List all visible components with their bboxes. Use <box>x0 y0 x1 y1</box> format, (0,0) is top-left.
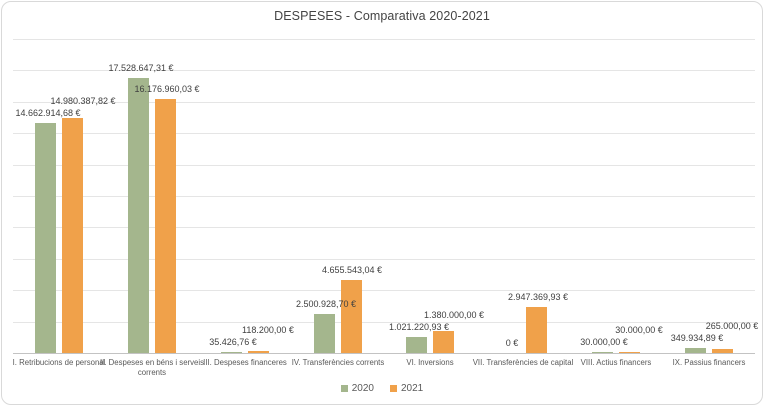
gridline <box>13 290 755 291</box>
category-label-4: IV. Transferències corrents <box>291 358 385 367</box>
data-label-2020-category-5: 1.021.220,93 € <box>388 322 450 332</box>
bar-2021-category-6 <box>526 307 547 353</box>
bar-2021-category-2 <box>155 99 176 353</box>
bar-2020-category-7 <box>592 352 613 353</box>
data-label-2021-category-7: 30.000,00 € <box>615 325 663 335</box>
gridline <box>13 165 755 166</box>
legend-item-2021: 2021 <box>390 383 423 394</box>
gridline <box>13 227 755 228</box>
data-label-2020-category-7: 30.000,00 € <box>580 337 628 347</box>
legend-swatch-icon <box>340 385 348 392</box>
gridline <box>13 196 755 197</box>
data-label-2020-category-6: 0 € <box>505 338 519 348</box>
plot-area: 14.662.914,68 € 14.980.387,82 € 17.528.647… <box>13 39 758 354</box>
category-label-6: VII. Transferències de capital <box>472 358 574 367</box>
data-label-2021-category-6: 2.947.369,93 € <box>507 292 569 302</box>
gridline <box>13 322 755 323</box>
legend-swatch-icon <box>390 385 397 392</box>
legend-label: 2021 <box>401 383 424 394</box>
gridline <box>13 133 755 134</box>
legend: 2020 2021 <box>2 383 762 394</box>
gridline <box>13 39 755 40</box>
gridline <box>13 70 755 71</box>
bar-2021-category-3 <box>248 351 269 353</box>
bar-2020-category-2 <box>128 78 149 353</box>
category-label-5: VI. Inversions <box>406 358 454 367</box>
data-label-2021-category-2: 16.176.960,03 € <box>134 84 200 94</box>
legend-label: 2020 <box>351 383 374 394</box>
legend-item-2020: 2020 <box>340 383 374 394</box>
data-label-2021-category-3: 118.200,00 € <box>242 325 294 335</box>
data-label-2020-category-2: 17.528.647,31 € <box>108 63 174 73</box>
bar-2020-category-5 <box>406 337 427 353</box>
bar-2020-category-8 <box>685 348 706 353</box>
bar-2020-category-3 <box>221 352 242 353</box>
data-label-2020-category-3: 35.426,76 € <box>209 337 257 347</box>
category-label-8: IX. Passius financers <box>672 358 746 367</box>
data-label-2020-category-1: 14.662.914,68 € <box>15 108 81 118</box>
gridline <box>13 102 755 103</box>
data-label-2020-category-4: 2.500.928,70 € <box>295 299 357 309</box>
category-label-2: II. Despeses en béns i serveis corrents <box>99 358 204 377</box>
chart-title: DESPESES - Comparativa 2020-2021 <box>274 9 490 23</box>
bar-2021-category-4 <box>341 280 362 353</box>
data-label-2021-category-8: 265.000,00 € <box>705 321 759 331</box>
gridline <box>13 259 755 260</box>
bar-2020-category-4 <box>314 314 335 353</box>
bar-2020-category-1 <box>35 123 56 353</box>
x-axis-labels: I. Retribucions de personal II. Despeses … <box>13 358 755 382</box>
data-label-2021-category-1: 14.980.387,82 € <box>50 96 116 106</box>
bar-2021-category-5 <box>433 331 454 353</box>
bar-2021-category-7 <box>619 352 640 353</box>
category-label-7: VIII. Actius financers <box>580 358 652 367</box>
category-label-3: III. Despeses financeres <box>203 358 287 367</box>
data-label-2021-category-5: 1.380.000,00 € <box>423 310 485 320</box>
data-label-2021-category-4: 4.655.543,04 € <box>321 265 383 275</box>
data-label-2020-category-8: 349.934,89 € <box>670 333 724 343</box>
bar-2021-category-8 <box>712 349 733 353</box>
bar-2021-category-1 <box>62 118 83 353</box>
category-label-1: I. Retribucions de personal <box>12 358 106 367</box>
